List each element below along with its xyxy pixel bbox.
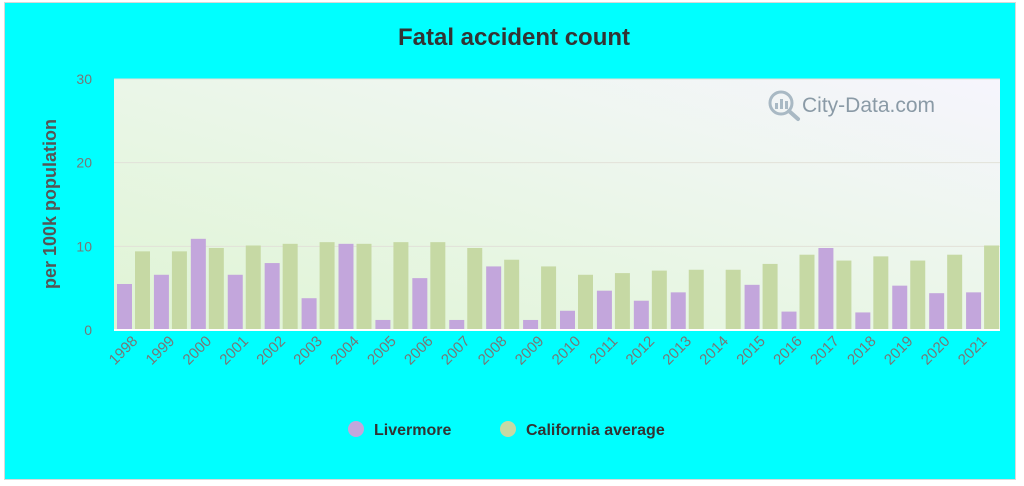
x-tick-label: 1999 <box>143 333 179 369</box>
bar-livermore-2005[interactable] <box>375 319 391 330</box>
bar-california-average-2001[interactable] <box>245 245 261 330</box>
bar-livermore-2010[interactable] <box>560 310 575 330</box>
bar-california-average-2013[interactable] <box>688 269 704 330</box>
bar-livermore-2006[interactable] <box>412 278 428 330</box>
x-tick-label: 2006 <box>401 333 437 369</box>
plot-area <box>114 79 1000 330</box>
bar-california-average-2019[interactable] <box>910 260 926 330</box>
bar-livermore-2003[interactable] <box>301 298 317 330</box>
bar-livermore-2008[interactable] <box>486 266 502 330</box>
x-tick-label: 2011 <box>586 333 621 368</box>
bar-livermore-2017[interactable] <box>818 248 834 330</box>
y-tick-label: 10 <box>76 238 92 254</box>
bar-livermore-2007[interactable] <box>449 319 465 330</box>
bar-california-average-1998[interactable] <box>135 251 150 330</box>
legend-swatch-livermore <box>348 421 364 437</box>
legend-item-livermore[interactable]: Livermore <box>348 421 451 439</box>
y-tick-label: 0 <box>84 322 92 338</box>
magnifier-chart-icon <box>768 90 800 121</box>
bar-livermore-2009[interactable] <box>523 319 539 330</box>
bar-california-average-2016[interactable] <box>799 254 815 330</box>
y-tick-label: 30 <box>76 71 92 87</box>
x-tick-label: 2016 <box>770 333 806 369</box>
x-tick-label: 2018 <box>844 333 880 369</box>
x-tick-label: 2001 <box>216 333 252 369</box>
bar-livermore-2020[interactable] <box>929 293 945 330</box>
bar-livermore-2000[interactable] <box>190 238 206 330</box>
gridlines <box>114 78 1000 247</box>
bar-california-average-2018[interactable] <box>873 256 889 330</box>
y-axis-label: per 100k population <box>40 119 60 289</box>
bar-livermore-2019[interactable] <box>892 285 908 330</box>
bar-california-average-2007[interactable] <box>467 248 483 330</box>
bar-livermore-2018[interactable] <box>855 312 871 330</box>
x-tick-label: 2021 <box>955 333 991 369</box>
bar-california-average-2000[interactable] <box>208 248 224 330</box>
bar-livermore-2013[interactable] <box>670 292 686 330</box>
watermark: City-Data.com <box>768 90 935 121</box>
x-tick-label: 2014 <box>696 333 732 369</box>
x-tick-label: 2008 <box>475 333 511 369</box>
x-tick-label: 2000 <box>179 333 215 369</box>
bar-california-average-2015[interactable] <box>762 263 778 330</box>
legend-label-livermore: Livermore <box>374 422 451 439</box>
x-tick-label: 2009 <box>512 333 548 369</box>
bar-livermore-1998[interactable] <box>117 283 132 330</box>
bar-california-average-2002[interactable] <box>282 243 298 330</box>
chart-title: Fatal accident count <box>398 24 630 51</box>
x-tick-label: 2019 <box>881 333 917 369</box>
legend-swatch-california-average <box>500 421 516 437</box>
bar-livermore-2011[interactable] <box>596 290 612 330</box>
x-tick-label: 1998 <box>106 333 142 369</box>
legend-item-california-average[interactable]: California average <box>500 421 665 439</box>
legend-label-california-average: California average <box>526 422 665 439</box>
bar-livermore-2016[interactable] <box>781 311 797 330</box>
bar-california-average-2017[interactable] <box>836 260 852 330</box>
x-tick-label: 2013 <box>659 333 695 369</box>
bar-livermore-2015[interactable] <box>744 284 760 330</box>
x-tick-label: 2007 <box>438 333 474 369</box>
x-axis-ticks: 1998 1999 2000 2001 2002 2003 2004 2005 2006 2007… <box>106 333 991 369</box>
bar-california-average-2021[interactable] <box>984 245 1000 330</box>
bar-california-average-2006[interactable] <box>430 242 446 330</box>
x-tick-label: 2020 <box>918 333 954 369</box>
bar-california-average-1999[interactable] <box>171 251 187 330</box>
x-tick-label: 2004 <box>327 333 363 369</box>
y-tick-label: 20 <box>76 155 92 171</box>
x-tick-label: 2003 <box>290 333 326 369</box>
x-tick-label: 2002 <box>253 333 289 369</box>
bar-california-average-2011[interactable] <box>614 273 630 330</box>
bar-california-average-2009[interactable] <box>541 266 557 330</box>
bar-livermore-2012[interactable] <box>633 300 649 330</box>
bar-california-average-2005[interactable] <box>393 242 409 330</box>
x-tick-label: 2005 <box>364 333 400 369</box>
x-tick-label: 2015 <box>733 333 769 369</box>
x-tick-label: 2017 <box>807 333 843 369</box>
x-tick-label: 2012 <box>622 333 658 369</box>
bar-california-average-2003[interactable] <box>319 242 335 330</box>
bar-california-average-2010[interactable] <box>578 274 593 330</box>
x-tick-label: 2010 <box>549 333 585 369</box>
bar-california-average-2004[interactable] <box>356 243 372 330</box>
y-axis-ticks: 0 10 20 30 <box>76 71 92 338</box>
bar-livermore-2004[interactable] <box>338 243 354 330</box>
bar-livermore-1999[interactable] <box>153 274 169 330</box>
bar-california-average-2012[interactable] <box>651 270 667 330</box>
bar-livermore-2002[interactable] <box>264 263 280 330</box>
bar-livermore-2021[interactable] <box>966 292 982 330</box>
bars <box>114 238 1000 331</box>
bar-california-average-2008[interactable] <box>504 259 520 330</box>
watermark-text: City-Data.com <box>802 94 935 117</box>
bar-livermore-2001[interactable] <box>227 274 243 330</box>
bar-california-average-2020[interactable] <box>947 254 963 330</box>
legend: Livermore California average <box>348 421 665 439</box>
bar-california-average-2014[interactable] <box>725 269 741 330</box>
